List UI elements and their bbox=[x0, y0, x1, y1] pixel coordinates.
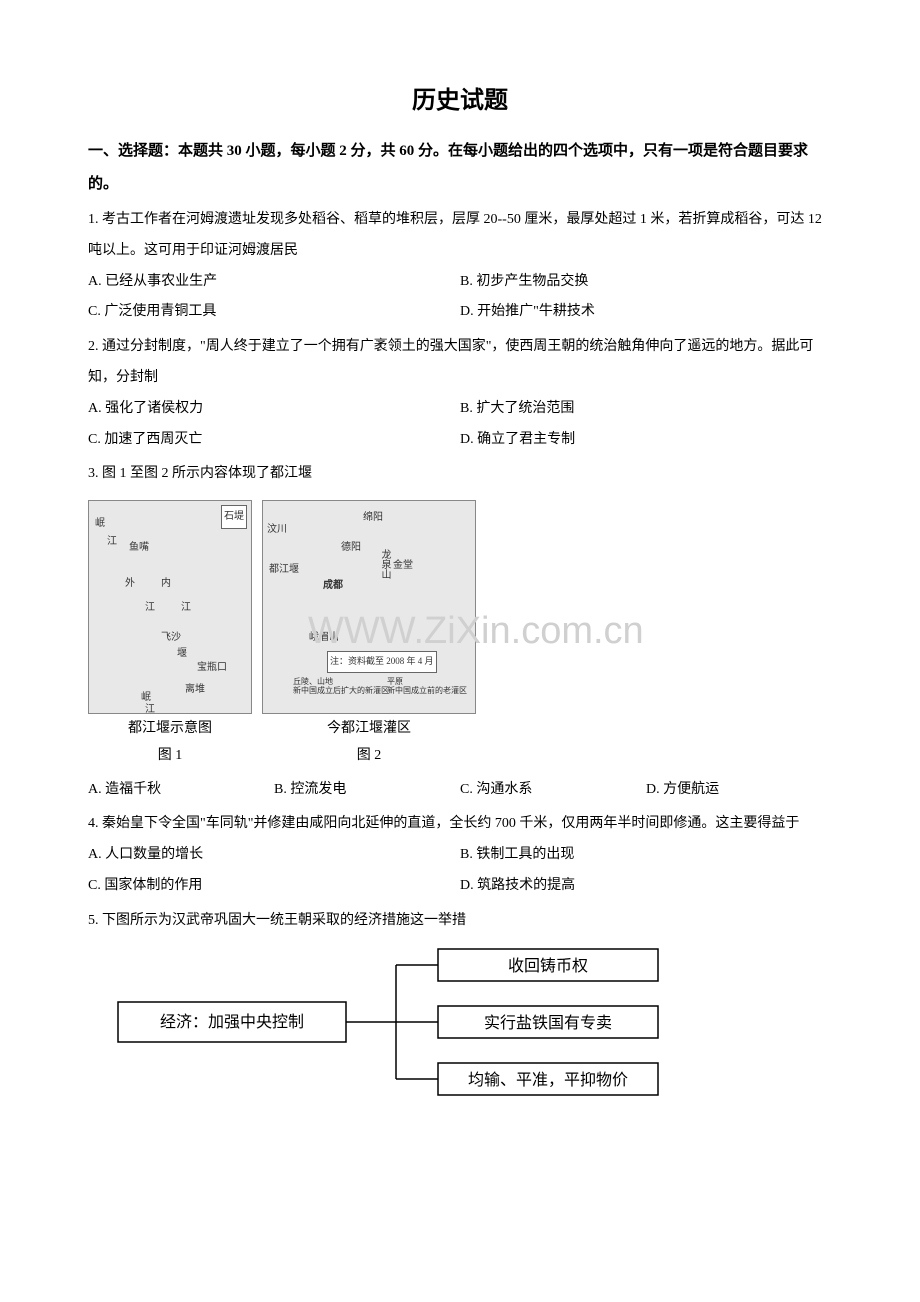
q3-option-a: A. 造福千秋 bbox=[88, 775, 274, 806]
q5-left-text: 经济：加强中央控制 bbox=[160, 1013, 304, 1031]
q5-diagram-svg: 经济：加强中央控制 收回铸币权 实行盐铁国有专卖 均输、平准，平抑物价 bbox=[108, 947, 668, 1097]
q1-option-c: C. 广泛使用青铜工具 bbox=[88, 297, 460, 328]
figure-2-image: 绵阳 汶川 德阳 龙泉山 金堂 都江堰 成都 峨眉山 注：资料截至 2008 年… bbox=[262, 500, 476, 714]
fig1-nei: 内 bbox=[161, 573, 171, 595]
q2-option-a: A. 强化了诸侯权力 bbox=[88, 394, 460, 425]
q4-option-c: C. 国家体制的作用 bbox=[88, 871, 460, 902]
q5-r2-text: 实行盐铁国有专卖 bbox=[484, 1014, 612, 1032]
figure-2-caption: 今都江堰灌区 bbox=[327, 716, 411, 741]
question-2: 2. 通过分封制度，"周人终于建立了一个拥有广袤领土的强大国家"，使西周王朝的统… bbox=[88, 332, 832, 455]
q3-option-c: C. 沟通水系 bbox=[460, 775, 646, 806]
question-3-text: 3. 图 1 至图 2 所示内容体现了都江堰 bbox=[88, 459, 832, 490]
question-3: 3. 图 1 至图 2 所示内容体现了都江堰 石堤 岷 江 鱼嘴 外 内 江 江… bbox=[88, 459, 832, 805]
fig1-wai: 外 bbox=[125, 573, 135, 595]
fig2-legend3: 新中国成立后扩大的新灌区 bbox=[293, 687, 389, 696]
page-title: 历史试题 bbox=[88, 80, 832, 115]
question-3-options: A. 造福千秋 B. 控流发电 C. 沟通水系 D. 方便航运 bbox=[88, 775, 832, 806]
question-5-text: 5. 下图所示为汉武帝巩固大一统王朝采取的经济措施这一举措 bbox=[88, 906, 832, 937]
question-4: 4. 秦始皇下令全国"车同轨"并修建由咸阳向北延伸的直道，全长约 700 千米，… bbox=[88, 809, 832, 901]
question-2-options: A. 强化了诸侯权力 B. 扩大了统治范围 C. 加速了西周灭亡 D. 确立了君… bbox=[88, 394, 832, 456]
question-1-options: A. 已经从事农业生产 B. 初步产生物品交换 C. 广泛使用青铜工具 D. 开… bbox=[88, 267, 832, 329]
fig2-deyang: 德阳 bbox=[341, 537, 361, 559]
figure-1-subcaption: 图 1 bbox=[158, 743, 183, 768]
q5-r3-text: 均输、平准，平抑物价 bbox=[468, 1071, 628, 1089]
q2-option-c: C. 加速了西周灭亡 bbox=[88, 425, 460, 456]
question-5-diagram: 经济：加强中央控制 收回铸币权 实行盐铁国有专卖 均输、平准，平抑物价 bbox=[88, 937, 832, 1107]
question-4-options: A. 人口数量的增长 B. 铁制工具的出现 C. 国家体制的作用 D. 筑路技术… bbox=[88, 840, 832, 902]
fig1-jiang4: 江 bbox=[145, 699, 155, 714]
figure-1-box: 石堤 岷 江 鱼嘴 外 内 江 江 飞沙 堰 宝瓶口 离堆 岷 江 都江堰示意图… bbox=[88, 500, 252, 768]
q3-option-b: B. 控流发电 bbox=[274, 775, 460, 806]
fig2-mianyang: 绵阳 bbox=[363, 507, 383, 529]
question-2-text: 2. 通过分封制度，"周人终于建立了一个拥有广袤领土的强大国家"，使西周王朝的统… bbox=[88, 332, 832, 394]
fig2-longquan: 龙泉山 bbox=[373, 549, 395, 579]
fig2-emei: 峨眉山 bbox=[309, 627, 339, 649]
q4-option-d: D. 筑路技术的提高 bbox=[460, 871, 832, 902]
fig1-jiang: 江 bbox=[107, 531, 117, 553]
section-header: 一、选择题：本题共 30 小题，每小题 2 分，共 60 分。在每小题给出的四个… bbox=[88, 135, 832, 201]
fig2-note: 注：资料截至 2008 年 4 月 bbox=[327, 651, 437, 673]
fig2-wenchuan: 汶川 bbox=[267, 519, 287, 541]
fig2-chengdu: 成都 bbox=[323, 575, 343, 597]
question-1-text: 1. 考古工作者在河姆渡遗址发现多处稻谷、稻草的堆积层，层厚 20--50 厘米… bbox=[88, 205, 832, 267]
question-4-text: 4. 秦始皇下令全国"车同轨"并修建由咸阳向北延伸的直道，全长约 700 千米，… bbox=[88, 809, 832, 840]
fig2-legend4: 新中国成立前的老灌区 bbox=[387, 687, 467, 696]
fig1-baoping: 宝瓶口 bbox=[197, 657, 227, 679]
figure-1-caption: 都江堰示意图 bbox=[128, 716, 212, 741]
question-1: 1. 考古工作者在河姆渡遗址发现多处稻谷、稻草的堆积层，层厚 20--50 厘米… bbox=[88, 205, 832, 328]
fig2-jintang: 金堂 bbox=[393, 555, 413, 577]
question-3-figures: 石堤 岷 江 鱼嘴 外 内 江 江 飞沙 堰 宝瓶口 离堆 岷 江 都江堰示意图… bbox=[88, 500, 832, 768]
question-5: 5. 下图所示为汉武帝巩固大一统王朝采取的经济措施这一举措 经济：加强中央控制 … bbox=[88, 906, 832, 1107]
fig1-shidi: 石堤 bbox=[221, 505, 247, 529]
q1-option-b: B. 初步产生物品交换 bbox=[460, 267, 832, 298]
fig1-jiang2: 江 bbox=[145, 597, 155, 619]
q3-option-d: D. 方便航运 bbox=[646, 775, 832, 806]
q1-option-a: A. 已经从事农业生产 bbox=[88, 267, 460, 298]
q5-r1-text: 收回铸币权 bbox=[508, 957, 588, 975]
fig1-yuzui: 鱼嘴 bbox=[129, 537, 149, 559]
q4-option-b: B. 铁制工具的出现 bbox=[460, 840, 832, 871]
fig2-dujiangyan: 都江堰 bbox=[269, 559, 299, 581]
figure-1-image: 石堤 岷 江 鱼嘴 外 内 江 江 飞沙 堰 宝瓶口 离堆 岷 江 bbox=[88, 500, 252, 714]
q4-option-a: A. 人口数量的增长 bbox=[88, 840, 460, 871]
q1-option-d: D. 开始推广"牛耕技术 bbox=[460, 297, 832, 328]
q2-option-b: B. 扩大了统治范围 bbox=[460, 394, 832, 425]
fig1-jiang3: 江 bbox=[181, 597, 191, 619]
fig1-yan: 堰 bbox=[177, 643, 187, 665]
fig1-min: 岷 bbox=[95, 513, 105, 535]
q2-option-d: D. 确立了君主专制 bbox=[460, 425, 832, 456]
fig1-liudui: 离堆 bbox=[185, 679, 205, 701]
figure-2-subcaption: 图 2 bbox=[357, 743, 382, 768]
figure-2-box: 绵阳 汶川 德阳 龙泉山 金堂 都江堰 成都 峨眉山 注：资料截至 2008 年… bbox=[262, 500, 476, 768]
